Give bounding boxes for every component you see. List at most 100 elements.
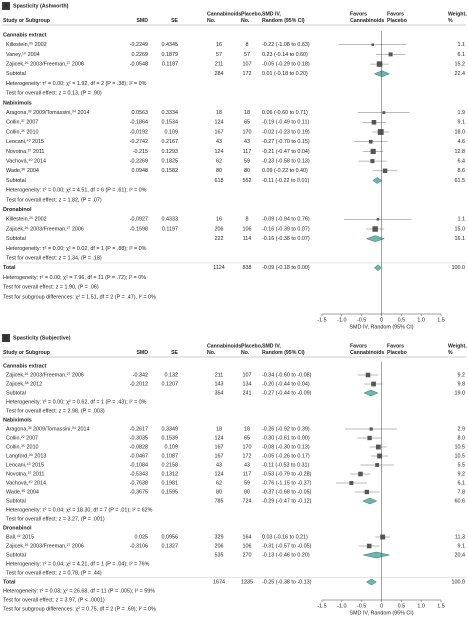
study-square	[372, 226, 378, 232]
study-square	[375, 444, 381, 450]
count: 106	[243, 543, 252, 549]
study-square	[369, 427, 373, 431]
summary-subgroup-diff: Test for subgroup differences: χ² = 0.75…	[3, 606, 156, 612]
se: 0.1087	[162, 453, 179, 459]
count: 124	[215, 149, 224, 155]
weight: 5.5	[458, 462, 466, 468]
se: 0.1539	[162, 435, 179, 441]
study-name: Novotna,³⁷ 2011	[6, 471, 44, 477]
se: 0.1582	[162, 168, 179, 174]
study-name: Wade,³⁰ 2004	[6, 489, 39, 495]
smd: -0.3035	[130, 435, 148, 441]
study-name: Leocani,⁴³ 2015	[6, 462, 44, 468]
smd: -0.2269	[130, 159, 148, 165]
count: 211	[215, 372, 224, 378]
study-name: Collin,³⁵ 2010	[6, 129, 39, 135]
x-tick-label: -0.5	[357, 317, 366, 323]
col-header: Cannabinoids,	[207, 343, 243, 349]
col-header: SMD IV,	[262, 11, 281, 17]
se: 0.1187	[162, 62, 178, 68]
se: 0.3349	[162, 426, 179, 432]
x-tick-label: 0.5	[398, 317, 406, 323]
count: 18	[244, 110, 250, 116]
overall-effect: Test for overall effect: z = 0.78, (P = …	[6, 570, 102, 576]
smd: -0.1084	[130, 462, 148, 468]
ci-text: -0.29 (-0.47 to -0.12)	[262, 498, 312, 504]
count: 170	[243, 444, 252, 450]
ci-text: -0.13 (-0.46 to 0.20)	[262, 552, 310, 558]
pooled-diamond	[372, 177, 383, 184]
se: 0.1327	[162, 543, 179, 549]
weight: 10.5	[455, 444, 466, 450]
weight: 10.5	[455, 453, 466, 459]
smd: -0.215	[133, 149, 148, 155]
weight: 9.8	[458, 381, 466, 387]
study-square	[364, 489, 369, 495]
x-tick-label: 0	[380, 317, 383, 323]
ci-text: -0.19 (-0.49 to 0.11)	[262, 120, 309, 126]
count: 1124	[213, 265, 225, 271]
study-square	[365, 372, 371, 378]
heterogeneity: Heterogeneity: τ² = 0.00; χ² = 0.02, df …	[6, 246, 147, 252]
smd: -0.1864	[130, 120, 148, 126]
count: 124	[215, 435, 224, 441]
weight: 11.3	[455, 534, 465, 540]
count: 329	[215, 534, 224, 540]
smd: -0.2617	[130, 426, 148, 432]
count: 117	[243, 149, 252, 155]
ci-text: -0.26 (-0.92 to 0.39)	[262, 426, 310, 432]
study-name: Ball,⁴² 2015	[6, 534, 34, 540]
count: 16	[216, 217, 222, 223]
se: 0.2167	[162, 139, 179, 145]
count: 170	[243, 129, 252, 135]
se: 0.1293	[162, 149, 179, 155]
count: 535	[215, 552, 224, 558]
smd: -0.0548	[130, 62, 148, 68]
study-name: Aragona,³³ 2009/Tomassini,³⁴ 2014	[6, 110, 90, 116]
count: 206	[215, 543, 224, 549]
total-label: Total	[3, 265, 16, 271]
weight: 1.9	[458, 110, 466, 116]
count: 117	[243, 471, 252, 477]
ci-text: -0.16 (-0.39 to 0.07)	[262, 226, 310, 232]
count: 59	[244, 480, 250, 486]
ci-text: -0.37 (-0.68 to -0.05)	[262, 489, 312, 495]
col-header: No.	[207, 18, 216, 24]
weight: 8.6	[458, 168, 466, 174]
smd: -0.342	[133, 372, 148, 378]
overall-effect: Test for overall effect: z = 2.98, (P = …	[6, 408, 105, 414]
study-square	[371, 381, 376, 387]
count: 43	[216, 139, 222, 145]
study-square	[377, 129, 384, 135]
study-name: Collin,³⁷ 2007	[6, 120, 38, 126]
study-square	[380, 534, 386, 540]
group-label: Dronabinol	[3, 207, 32, 213]
se: 0.109	[165, 129, 179, 135]
count: 1235	[241, 579, 253, 585]
smd: 0.2269	[132, 52, 149, 58]
col-header: SE	[171, 18, 178, 24]
count: 552	[243, 178, 252, 184]
ci-text: -0.27 (-0.44 to -0.09)	[262, 390, 312, 396]
count: 206	[215, 226, 224, 232]
col-header: Random (95% CI)	[262, 350, 305, 356]
ci-text: -0.21 (-0.47 to 0.04)	[262, 149, 310, 155]
ci-text: 0.23 (-0.14 to 0.60)	[262, 52, 308, 58]
x-tick-label: -1.0	[337, 317, 346, 323]
smd: -0.3106	[130, 543, 148, 549]
se: 0.109	[165, 444, 179, 450]
weight: 6.4	[458, 159, 466, 165]
study-name: Zajicek,²⁶ 2003/Freeman,²⁷ 2006	[6, 226, 84, 232]
x-tick-label: -1.5	[317, 603, 326, 609]
study-name: Zajicek,³⁸ 2012	[6, 381, 42, 387]
x-tick-label: -0.5	[357, 603, 366, 609]
se: 0.1879	[162, 52, 179, 58]
count: 16	[216, 42, 222, 48]
heterogeneity: Heterogeneity: τ² = 0.04; χ² = 4.21, df …	[6, 561, 150, 567]
ci-text: -0.05 (-0.26 to 0.17)	[262, 453, 310, 459]
overall-effect: Test for overall effect: z = 1.82, (P = …	[6, 197, 102, 203]
ci-text: -0.11 (-0.22 to 0.01)	[262, 178, 309, 184]
se: 0.132	[165, 372, 179, 378]
study-name: Zajicek,²⁶ 2003/Freeman,²⁷ 2006	[6, 372, 84, 378]
